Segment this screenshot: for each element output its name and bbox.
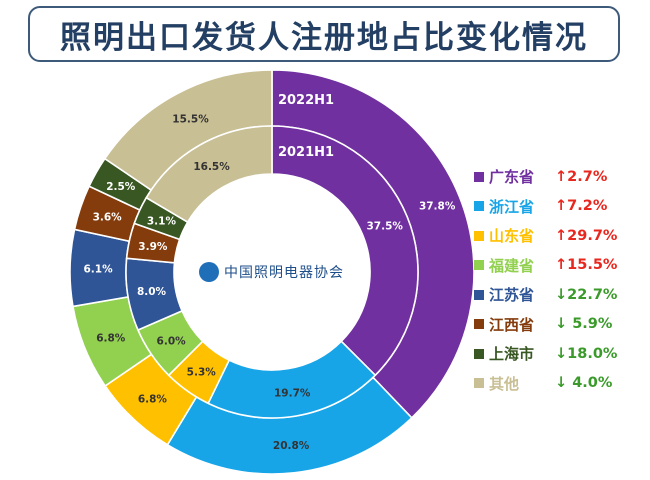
legend-item: 浙江省 ↑7.2% — [474, 192, 644, 222]
legend-swatch — [474, 348, 484, 359]
data-label-inner-4: 8.0% — [137, 286, 167, 298]
legend-change: ↑7.2% — [555, 198, 608, 215]
title-box: 照明出口发货人注册地占比变化情况 — [28, 6, 620, 62]
legend-swatch — [474, 378, 484, 389]
data-label-outer-0: 37.8% — [419, 201, 456, 213]
legend-swatch — [474, 260, 484, 271]
legend-change: ↓ 5.9% — [555, 316, 613, 333]
legend-swatch — [474, 289, 484, 300]
legend-label: 广东省 — [489, 168, 535, 187]
legend-item: 上海市 ↓18.0% — [474, 339, 644, 369]
legend-label: 福建省 — [489, 256, 535, 275]
legend-change: ↑15.5% — [555, 257, 618, 274]
data-label-inner-3: 6.0% — [157, 336, 187, 348]
data-label-inner-1: 19.7% — [274, 387, 311, 399]
legend-change: ↓18.0% — [555, 345, 618, 362]
data-label-outer-6: 2.5% — [106, 181, 136, 193]
legend-swatch — [474, 171, 484, 182]
data-label-outer-4: 6.1% — [83, 263, 113, 275]
legend-swatch — [474, 319, 484, 330]
data-label-outer-2: 6.8% — [138, 393, 168, 405]
legend-change: ↑2.7% — [555, 168, 608, 185]
legend-item: 江苏省 ↓22.7% — [474, 280, 644, 310]
ring-name-outer: 2022H1 — [278, 93, 334, 108]
legend-change: ↓22.7% — [555, 286, 618, 303]
legend-label: 上海市 — [489, 345, 535, 364]
legend-label: 其他 — [489, 374, 520, 393]
data-label-outer-5: 3.6% — [93, 211, 123, 223]
chart-title: 照明出口发货人注册地占比变化情况 — [60, 19, 588, 56]
legend-change: ↑29.7% — [555, 227, 618, 244]
legend-item: 广东省 ↑2.7% — [474, 162, 644, 192]
legend-label: 江西省 — [489, 315, 535, 334]
slice-inner-7 — [145, 125, 273, 224]
data-label-outer-7: 15.5% — [172, 113, 209, 125]
legend: 广东省 ↑2.7% 浙江省 ↑7.2% 山东省 ↑29.7% 福建省 ↑15.5% 江苏省 ↓22… — [474, 162, 644, 398]
legend-item: 山东省 ↑29.7% — [474, 221, 644, 251]
legend-swatch — [474, 201, 484, 212]
legend-label: 浙江省 — [489, 197, 535, 216]
ring-name-inner: 2021H1 — [278, 145, 334, 160]
logo-text: 中国照明电器协会 — [224, 265, 344, 281]
legend-item: 江西省 ↓ 5.9% — [474, 310, 644, 340]
data-label-outer-1: 20.8% — [273, 440, 310, 452]
data-label-outer-3: 6.8% — [96, 332, 126, 344]
data-label-inner-6: 3.1% — [147, 215, 177, 227]
legend-label: 山东省 — [489, 227, 535, 246]
slice-inner-0 — [271, 125, 419, 377]
legend-item: 其他 ↓ 4.0% — [474, 369, 644, 399]
data-label-inner-0: 37.5% — [366, 220, 403, 232]
legend-item: 福建省 ↑15.5% — [474, 251, 644, 281]
legend-label: 江苏省 — [489, 286, 535, 305]
logo-icon — [199, 262, 219, 282]
data-label-inner-2: 5.3% — [187, 366, 217, 378]
data-label-inner-7: 16.5% — [193, 161, 230, 173]
legend-swatch — [474, 230, 484, 241]
data-label-inner-5: 3.9% — [138, 241, 168, 253]
logo: 中国照明电器协会 — [199, 262, 344, 282]
legend-change: ↓ 4.0% — [555, 375, 613, 392]
